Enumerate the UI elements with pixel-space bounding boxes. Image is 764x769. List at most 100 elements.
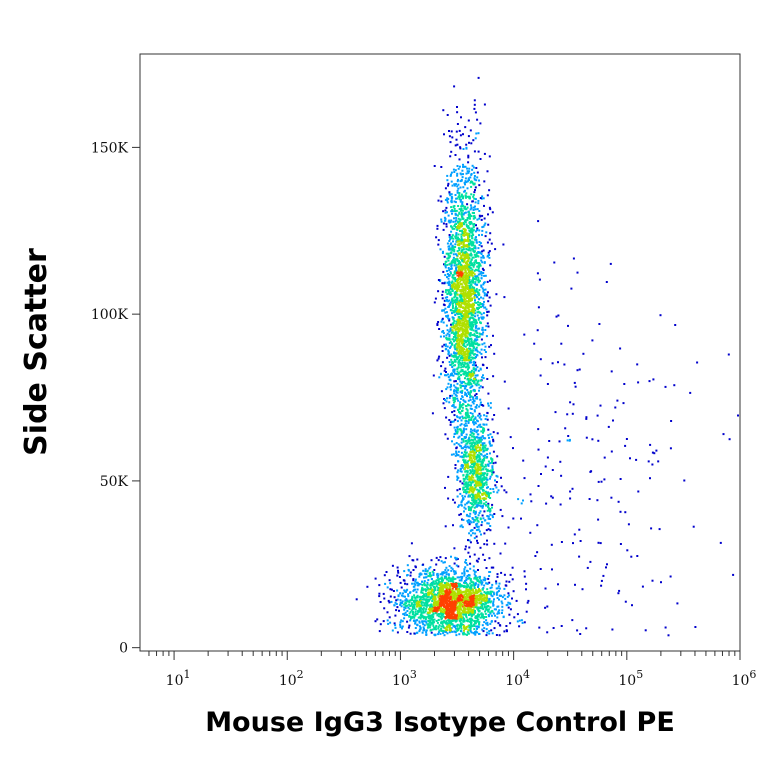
- data-point: [446, 626, 449, 629]
- data-point: [441, 571, 444, 574]
- data-point: [459, 424, 462, 427]
- data-point: [448, 397, 451, 399]
- data-point: [473, 353, 476, 356]
- data-point: [474, 590, 477, 592]
- data-point: [449, 221, 452, 223]
- data-point: [420, 611, 423, 614]
- data-point: [426, 583, 429, 586]
- data-point: [465, 272, 468, 275]
- data-point: [439, 615, 442, 618]
- data-point: [429, 629, 432, 632]
- data-point: [482, 249, 485, 252]
- data-point: [463, 574, 466, 577]
- data-point: [439, 607, 442, 609]
- data-point: [462, 620, 465, 623]
- data-point: [457, 350, 460, 353]
- data-point: [403, 579, 406, 582]
- data-point: [474, 604, 477, 607]
- data-point: [387, 622, 390, 625]
- data-point: [454, 328, 457, 331]
- data-point: [455, 269, 458, 272]
- data-point: [488, 598, 491, 601]
- data-point: [453, 562, 456, 565]
- data-point: [468, 357, 470, 360]
- data-point: [433, 598, 436, 601]
- data-point: [464, 345, 467, 348]
- data-point: [479, 401, 482, 404]
- data-point: [459, 321, 462, 324]
- data-point: [447, 349, 450, 352]
- data-point: [464, 254, 467, 257]
- data-point: [513, 616, 516, 619]
- data-point: [478, 454, 481, 457]
- data-point: [474, 205, 476, 208]
- data-point: [459, 412, 462, 415]
- data-point: [435, 609, 438, 612]
- data-point: [427, 608, 430, 611]
- data-point: [456, 623, 459, 626]
- data-point: [472, 166, 475, 169]
- data-point: [471, 308, 474, 311]
- data-point: [468, 289, 471, 292]
- data-point: [471, 588, 474, 591]
- data-point: [431, 593, 434, 596]
- data-point: [454, 243, 457, 246]
- data-point: [433, 597, 436, 600]
- data-point: [436, 614, 439, 617]
- data-point: [458, 579, 461, 582]
- data-point: [431, 622, 434, 625]
- data-point: [481, 478, 484, 481]
- data-point: [488, 296, 491, 299]
- data-point: [486, 194, 489, 197]
- data-point: [472, 193, 475, 196]
- data-point: [484, 274, 487, 277]
- data-point: [473, 553, 476, 556]
- data-point: [465, 232, 468, 235]
- data-point: [466, 316, 469, 319]
- data-point: [456, 599, 459, 602]
- data-point: [451, 355, 454, 358]
- data-point: [480, 313, 483, 316]
- data-point: [468, 221, 471, 224]
- data-point: [492, 600, 495, 603]
- data-point: [418, 630, 421, 633]
- data-point: [467, 620, 470, 623]
- data-point: [487, 434, 490, 437]
- data-point: [451, 623, 454, 626]
- data-point: [464, 419, 467, 422]
- data-point: [470, 142, 473, 145]
- data-point: [472, 582, 475, 585]
- data-point: [496, 587, 499, 590]
- data-point: [448, 333, 451, 336]
- data-point: [430, 622, 433, 625]
- data-point: [470, 623, 473, 625]
- data-point: [438, 629, 441, 632]
- data-point: [446, 593, 449, 596]
- data-point: [465, 581, 468, 584]
- data-point: [473, 377, 476, 380]
- data-point: [462, 431, 465, 434]
- data-point: [478, 217, 481, 220]
- data-point: [481, 376, 483, 379]
- data-point: [473, 171, 476, 174]
- data-point: [481, 628, 484, 631]
- data-point: [414, 613, 417, 615]
- data-point: [481, 328, 484, 331]
- data-point: [478, 332, 481, 335]
- data-point: [440, 166, 443, 168]
- data-point: [396, 631, 399, 634]
- data-point: [421, 596, 423, 599]
- data-point: [484, 345, 487, 348]
- data-point: [473, 362, 476, 365]
- data-point: [486, 311, 489, 313]
- data-point: [467, 614, 470, 616]
- data-point: [450, 309, 453, 312]
- data-point: [469, 605, 472, 608]
- data-point: [480, 271, 483, 274]
- data-point: [441, 579, 443, 581]
- data-point: [468, 546, 471, 549]
- data-point: [480, 505, 482, 508]
- data-point: [472, 374, 475, 377]
- data-point: [429, 604, 432, 607]
- data-point: [460, 353, 463, 355]
